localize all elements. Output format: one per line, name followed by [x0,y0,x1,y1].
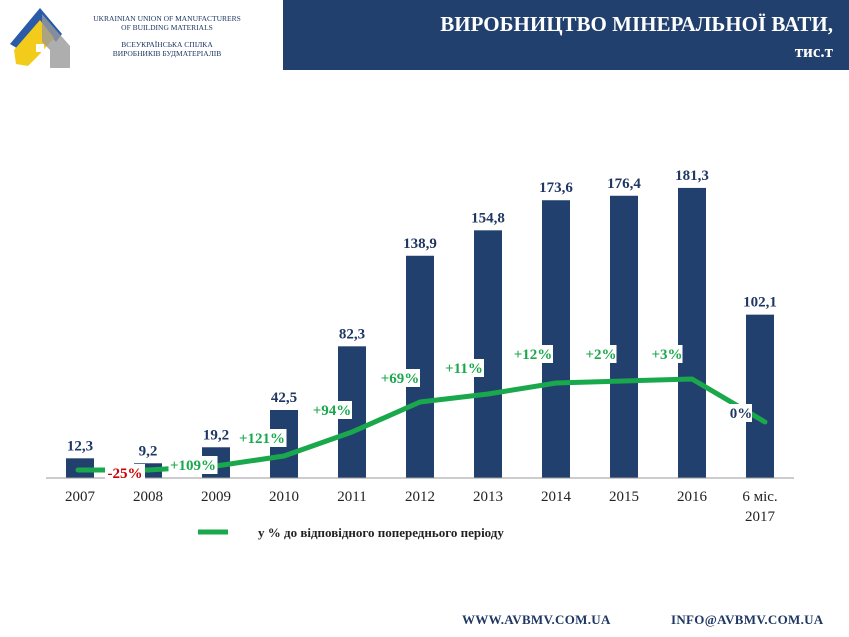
org-name-ukrainian: ВСЕУКРАЇНСЬКА СПІЛКА ВИРОБНИКІВ БУДМАТЕР… [72,40,262,58]
x-tick-label: 2013 [473,489,503,505]
growth-label-box [237,429,287,447]
legend-label: у % до відповідного попереднього періоду [258,525,504,540]
growth-label-box [513,345,553,363]
bar-value-label: 138,9 [403,236,437,252]
growth-percent-label: +94% [313,403,352,419]
production-chart: 12,3 9,2 19,2 42,5 82,3 138,9 154,8 173,6 176,4 1… [46,168,794,540]
bar-value-label: 154,8 [471,210,505,226]
bar-value-label: 176,4 [607,176,641,192]
page-title-unit: тис.т [794,42,833,61]
bar-value-label: 173,6 [539,180,573,196]
growth-percent-label: +109% [170,458,216,474]
logo-grey-shape [42,14,70,68]
x-tick-label: 2009 [201,489,231,505]
org-name-english-line: UKRAINIAN UNION OF MANUFACTURERS [93,14,241,23]
growth-label-box [105,464,145,482]
bar-value-label: 9,2 [139,443,158,459]
growth-percent-label: +11% [445,361,483,377]
org-name-ukrainian-line: ВСЕУКРАЇНСЬКА СПІЛКА [121,40,213,49]
org-name-english-line: OF BUILDING MATERIALS [121,23,213,32]
bar-value-label: 19,2 [203,427,229,443]
logo-window [36,44,44,52]
bar [610,195,638,478]
growth-percent-label: +121% [239,431,285,447]
union-logo [6,4,78,72]
bar-value-label: 102,1 [743,295,777,311]
growth-percent-label: +3% [651,347,682,363]
footer-email[interactable]: INFO@AVBMV.COM.UA [671,612,824,627]
bar-value-label: 12,3 [67,438,93,454]
growth-label-box [585,345,617,363]
title-banner: ВИРОБНИЦТВО МІНЕРАЛЬНОЇ ВАТИ, тис.т [283,0,849,70]
growth-percent-label: +12% [514,347,553,363]
footer-website[interactable]: WWW.AVBMV.COM.UA [462,612,611,627]
growth-percent-label: +2% [585,347,616,363]
x-tick-label: 2008 [133,489,163,505]
x-tick-label: 6 міс. 2017 [742,489,777,525]
growth-label-box [312,401,352,419]
x-tick-label: 2010 [269,489,299,505]
x-tick-label: 2016 [677,489,708,505]
org-name-ukrainian-line: ВИРОБНИКІВ БУДМАТЕРІАЛІВ [112,49,222,58]
growth-label-box [651,345,683,363]
growth-label-box [444,359,484,377]
growth-label-box [380,369,420,387]
x-tick-label: 2015 [609,489,639,505]
bar-value-label: 42,5 [271,390,297,406]
page-title: ВИРОБНИЦТВО МІНЕРАЛЬНОЇ ВАТИ, [440,12,833,36]
bar [406,255,434,478]
org-name-english: UKRAINIAN UNION OF MANUFACTURERS OF BUIL… [72,14,262,32]
growth-percent-label: 0% [730,406,753,422]
growth-label-box [730,404,752,422]
growth-percent-label: +69% [381,371,420,387]
x-tick-label: 2012 [405,489,435,505]
bar [542,200,570,479]
growth-label-box [168,456,218,474]
x-tick-label: 2011 [337,489,366,505]
x-tick-label: 2014 [541,489,572,505]
bar [678,187,706,479]
bar-value-label: 181,3 [675,168,709,184]
x-tick-label: 2007 [65,489,96,505]
growth-percent-label: -25% [108,466,143,482]
bar-value-label: 82,3 [339,326,365,342]
bar [746,314,774,478]
bar [474,230,502,478]
